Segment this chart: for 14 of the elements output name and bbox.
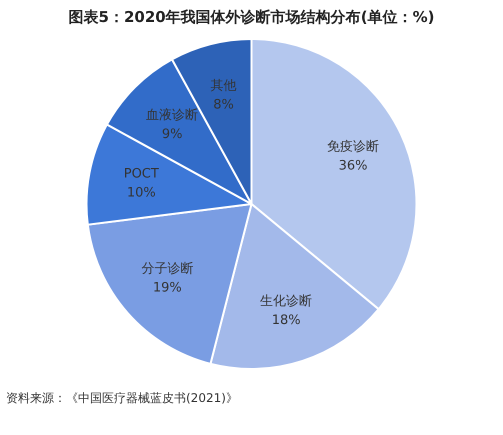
data-label: 18% (272, 313, 301, 328)
slice-label: 分子诊断 (141, 262, 194, 277)
text: 资料来源：《中国医疗器械蓝皮书(2021)》 (5, 390, 239, 407)
slice-label: 生化诊断 (260, 294, 312, 310)
data-label: 10% (126, 185, 156, 200)
data-label: 9% (162, 127, 182, 142)
slice-label: 血液诊断 (146, 108, 198, 124)
chart-title: 图表5：2020年我国体外诊断市场结构分布(单位：%) (68, 7, 436, 28)
data-label: 36% (338, 158, 368, 174)
slice-label: 其他 (210, 78, 237, 94)
slice-label: POCT (124, 166, 159, 182)
data-label: 19% (152, 280, 182, 296)
data-label: 8% (213, 98, 234, 113)
slice-label: 免疫诊断 (327, 140, 380, 155)
